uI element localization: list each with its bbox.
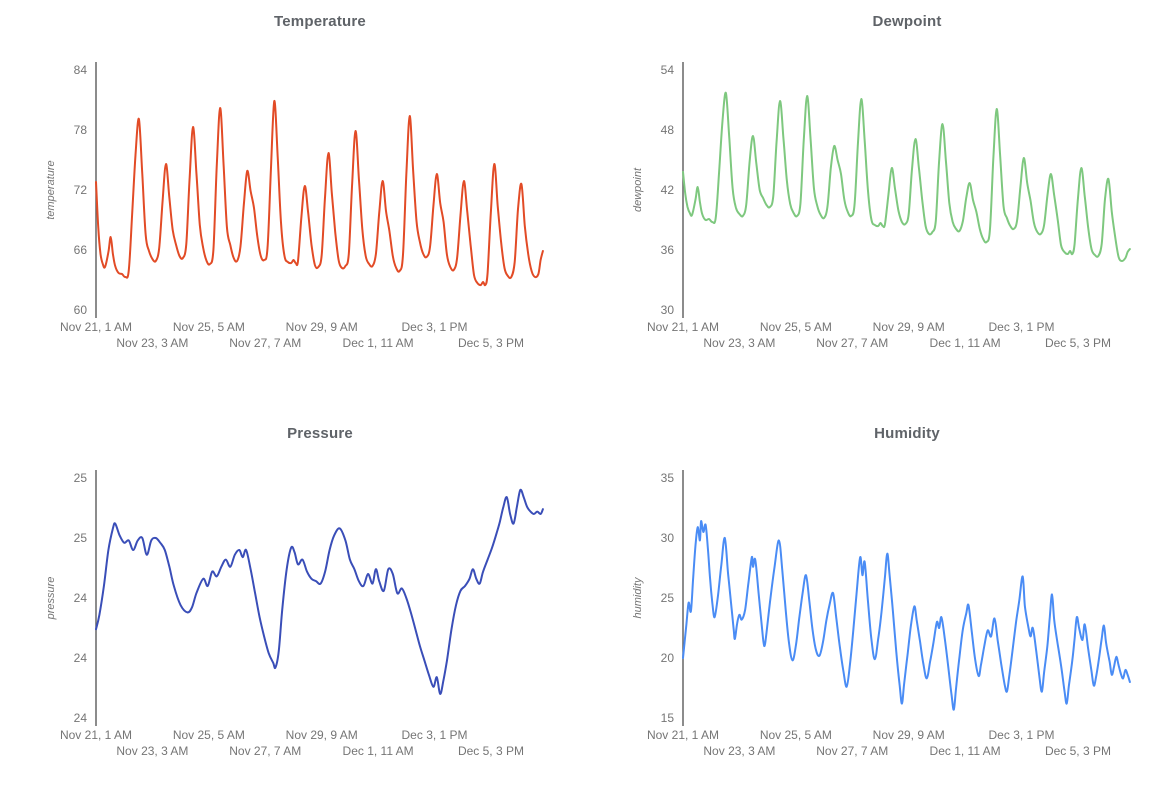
svg-text:Dec 1, 11 AM: Dec 1, 11 AM <box>930 336 1001 350</box>
svg-text:Dec 1, 11 AM: Dec 1, 11 AM <box>343 336 414 350</box>
svg-text:Nov 25, 5 AM: Nov 25, 5 AM <box>173 728 245 742</box>
svg-text:dewpoint: dewpoint <box>632 167 644 212</box>
svg-text:humidity: humidity <box>632 576 644 618</box>
svg-text:36: 36 <box>661 243 675 257</box>
temperature-plot: 84 78 72 66 60 temperature Nov 21, 1 AM Nov 23,… <box>45 62 544 350</box>
svg-text:24: 24 <box>74 651 88 665</box>
svg-text:Dec 3, 1 PM: Dec 3, 1 PM <box>989 728 1055 742</box>
svg-text:Nov 27, 7 AM: Nov 27, 7 AM <box>816 744 888 758</box>
svg-text:25: 25 <box>74 471 88 485</box>
svg-text:54: 54 <box>661 63 675 77</box>
svg-text:25: 25 <box>661 591 675 605</box>
svg-text:Nov 23, 3 AM: Nov 23, 3 AM <box>703 744 775 758</box>
svg-text:60: 60 <box>74 303 88 317</box>
humidity-title: Humidity <box>874 425 940 442</box>
svg-text:Nov 27, 7 AM: Nov 27, 7 AM <box>229 336 301 350</box>
svg-text:Nov 27, 7 AM: Nov 27, 7 AM <box>816 336 888 350</box>
pressure-plot: 25 25 24 24 24 pressure Nov 21, 1 AM Nov 23, 3 … <box>45 470 544 758</box>
svg-text:Nov 25, 5 AM: Nov 25, 5 AM <box>760 320 832 334</box>
svg-text:66: 66 <box>74 243 88 257</box>
svg-text:temperature: temperature <box>45 160 57 219</box>
svg-text:48: 48 <box>661 123 675 137</box>
svg-text:Nov 29, 9 AM: Nov 29, 9 AM <box>873 728 945 742</box>
svg-text:Nov 21, 1 AM: Nov 21, 1 AM <box>60 728 132 742</box>
svg-text:Dec 5, 3 PM: Dec 5, 3 PM <box>1045 744 1111 758</box>
svg-text:24: 24 <box>74 711 88 725</box>
chart-humidity: Humidity 35 30 25 20 15 humidity Nov 21, 1 AM N… <box>587 392 1175 785</box>
chart-pressure: Pressure 25 25 24 24 24 pressure Nov 21, 1 AM N… <box>0 392 587 785</box>
svg-text:72: 72 <box>74 183 88 197</box>
svg-text:Nov 25, 5 AM: Nov 25, 5 AM <box>173 320 245 334</box>
svg-text:pressure: pressure <box>45 577 57 621</box>
svg-text:Dec 3, 1 PM: Dec 3, 1 PM <box>402 320 468 334</box>
dewpoint-plot: 54 48 42 36 30 dewpoint Nov 21, 1 AM Nov 23, 3 … <box>632 62 1131 350</box>
svg-text:Nov 21, 1 AM: Nov 21, 1 AM <box>647 320 719 334</box>
svg-text:Dec 5, 3 PM: Dec 5, 3 PM <box>1045 336 1111 350</box>
svg-text:Nov 21, 1 AM: Nov 21, 1 AM <box>647 728 719 742</box>
svg-text:Dec 3, 1 PM: Dec 3, 1 PM <box>989 320 1055 334</box>
svg-text:84: 84 <box>74 63 88 77</box>
svg-text:Dec 3, 1 PM: Dec 3, 1 PM <box>402 728 468 742</box>
svg-text:24: 24 <box>74 591 88 605</box>
svg-text:Nov 29, 9 AM: Nov 29, 9 AM <box>873 320 945 334</box>
svg-text:30: 30 <box>661 303 675 317</box>
dewpoint-title: Dewpoint <box>872 13 942 30</box>
svg-text:Nov 23, 3 AM: Nov 23, 3 AM <box>703 336 775 350</box>
svg-text:Dec 1, 11 AM: Dec 1, 11 AM <box>343 744 414 758</box>
chart-dewpoint: Dewpoint 54 48 42 36 30 dewpoint Nov 21, 1 AM N… <box>587 0 1175 392</box>
svg-text:Nov 29, 9 AM: Nov 29, 9 AM <box>286 320 358 334</box>
svg-text:30: 30 <box>661 531 675 545</box>
temperature-title: Temperature <box>274 13 366 30</box>
svg-text:25: 25 <box>74 531 88 545</box>
svg-text:Nov 29, 9 AM: Nov 29, 9 AM <box>286 728 358 742</box>
svg-text:Nov 23, 3 AM: Nov 23, 3 AM <box>116 336 188 350</box>
svg-text:Dec 1, 11 AM: Dec 1, 11 AM <box>930 744 1001 758</box>
svg-text:Dec 5, 3 PM: Dec 5, 3 PM <box>458 336 524 350</box>
svg-text:Nov 27, 7 AM: Nov 27, 7 AM <box>229 744 301 758</box>
svg-text:Nov 21, 1 AM: Nov 21, 1 AM <box>60 320 132 334</box>
svg-text:Dec 5, 3 PM: Dec 5, 3 PM <box>458 744 524 758</box>
svg-text:Nov 25, 5 AM: Nov 25, 5 AM <box>760 728 832 742</box>
svg-text:35: 35 <box>661 471 675 485</box>
svg-text:Nov 23, 3 AM: Nov 23, 3 AM <box>116 744 188 758</box>
svg-text:15: 15 <box>661 711 675 725</box>
chart-temperature: Temperature 84 78 72 66 60 temperature Nov 21,… <box>0 0 587 392</box>
svg-text:78: 78 <box>74 123 88 137</box>
svg-text:20: 20 <box>661 651 675 665</box>
humidity-plot: 35 30 25 20 15 humidity Nov 21, 1 AM Nov 23, 3 … <box>632 470 1131 758</box>
pressure-title: Pressure <box>287 425 353 442</box>
svg-text:42: 42 <box>661 183 675 197</box>
